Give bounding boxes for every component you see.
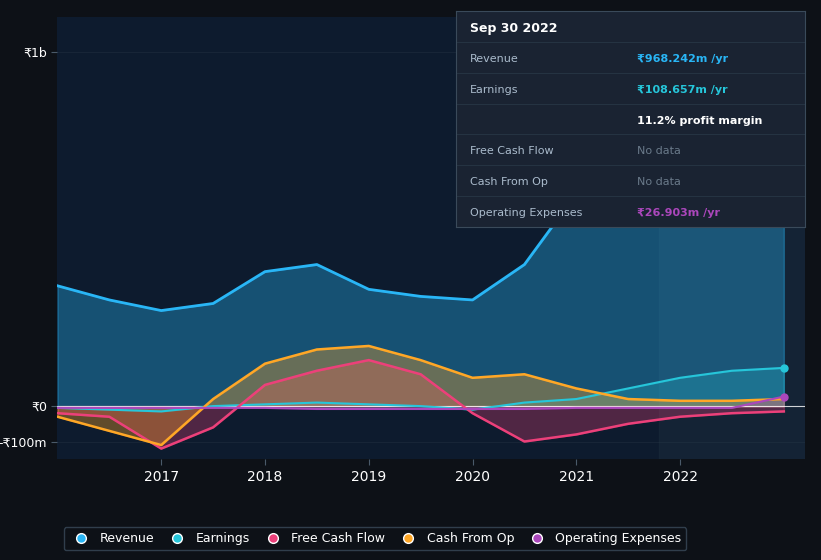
Text: 11.2% profit margin: 11.2% profit margin [637,115,763,125]
Text: ₹968.242m /yr: ₹968.242m /yr [637,54,728,64]
Bar [659,17,805,459]
Text: Revenue: Revenue [470,54,518,64]
Text: No data: No data [637,177,681,187]
Text: Free Cash Flow: Free Cash Flow [470,146,553,156]
Text: Sep 30 2022: Sep 30 2022 [470,22,557,35]
Legend: Revenue, Earnings, Free Cash Flow, Cash From Op, Operating Expenses: Revenue, Earnings, Free Cash Flow, Cash … [64,528,686,550]
Text: No data: No data [637,146,681,156]
Text: ₹108.657m /yr: ₹108.657m /yr [637,85,727,95]
Text: Earnings: Earnings [470,85,518,95]
Text: Operating Expenses: Operating Expenses [470,208,582,218]
Text: Cash From Op: Cash From Op [470,177,548,187]
Text: ₹26.903m /yr: ₹26.903m /yr [637,208,720,218]
